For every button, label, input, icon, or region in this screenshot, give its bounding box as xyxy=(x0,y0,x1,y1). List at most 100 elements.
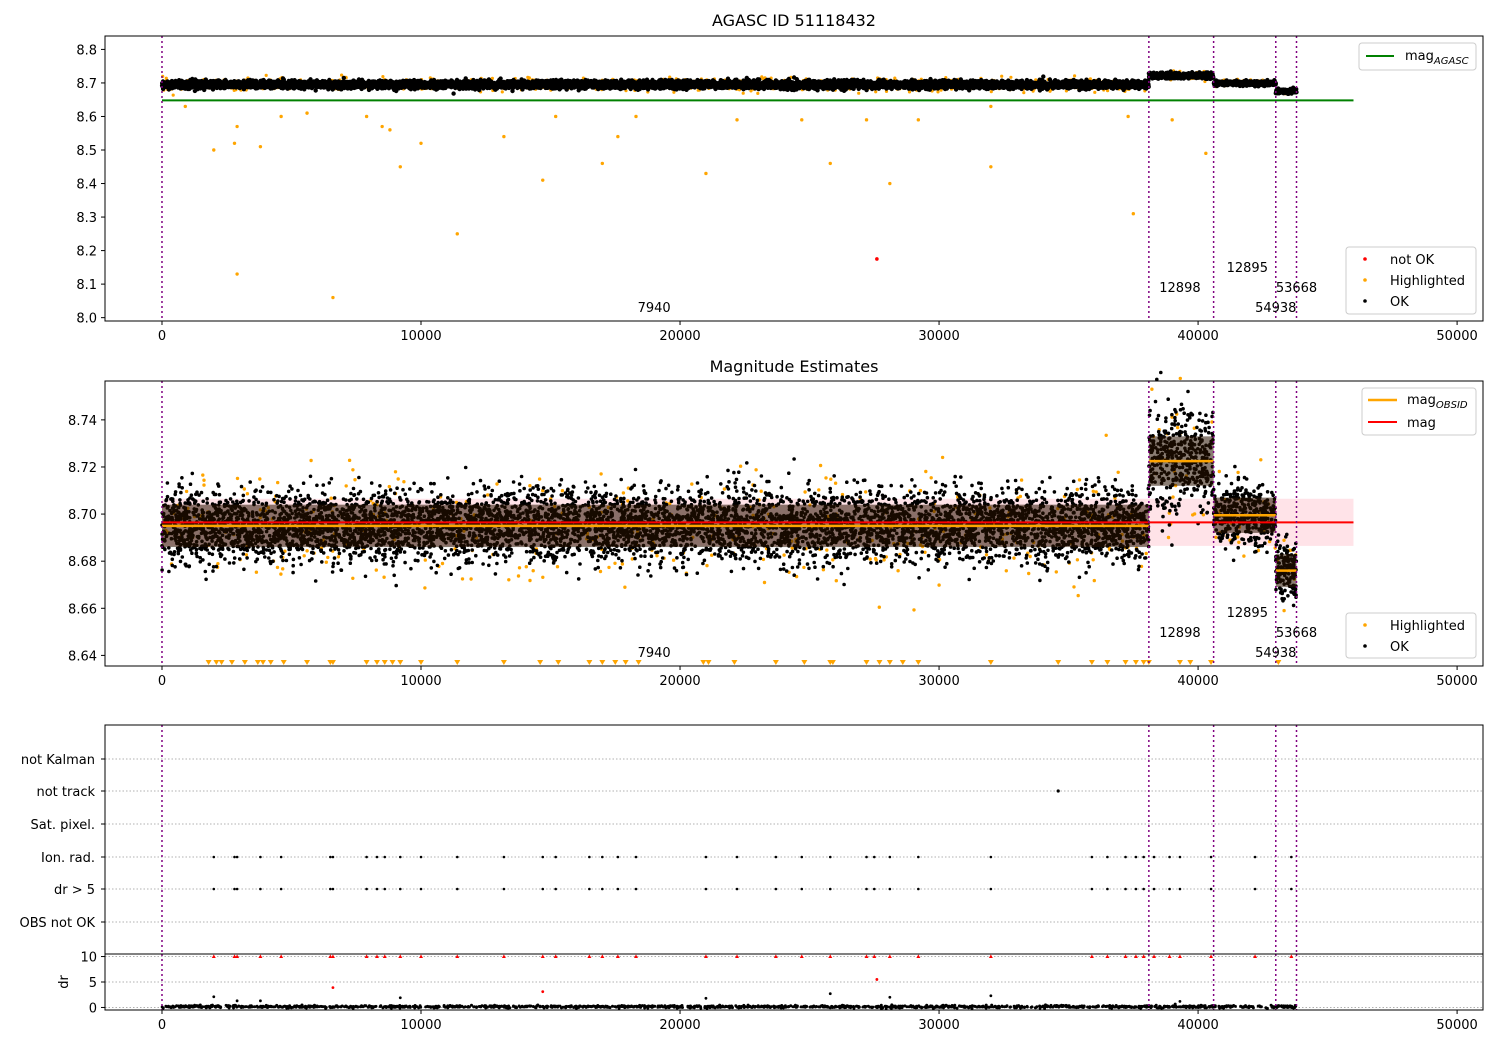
flag-point xyxy=(398,887,402,891)
flag-point-not-track xyxy=(1056,789,1060,793)
clipped-point-marker xyxy=(886,660,893,665)
flag-category-label: dr > 5 xyxy=(54,883,95,898)
flag-category-label: Ion. rad. xyxy=(41,851,95,866)
flag-point xyxy=(588,855,591,859)
legend-marker xyxy=(1363,278,1367,282)
p2-legend-points: Highlighted OK xyxy=(1345,612,1477,659)
flag-point xyxy=(1253,855,1257,859)
highlighted-point xyxy=(800,118,804,122)
clipped-point-marker xyxy=(586,660,593,665)
p1-ytick-label: 8.0 xyxy=(76,312,97,327)
flag-point xyxy=(419,855,423,859)
p1-xtick-label: 10000 xyxy=(400,329,441,344)
legend-label-agasc: magAGASC xyxy=(1405,49,1469,67)
p2-ytick-label: 8.72 xyxy=(68,461,97,476)
dr-clipped-marker xyxy=(232,954,237,959)
flag-point xyxy=(1209,855,1213,859)
p1-xtick-label: 20000 xyxy=(659,329,700,344)
clipped-point-marker xyxy=(801,660,808,665)
flag-point xyxy=(455,855,459,859)
dr-clipped-marker xyxy=(600,954,605,959)
p4-ytick-label: 5 xyxy=(89,976,97,991)
highlighted-point xyxy=(541,178,545,182)
flag-point xyxy=(1178,855,1182,859)
flag-point xyxy=(917,887,920,891)
dr-clipped-marker xyxy=(872,954,877,959)
p1-xtick-label: 40000 xyxy=(1177,329,1218,344)
highlighted-point xyxy=(398,165,402,169)
dr-point xyxy=(828,992,832,996)
dr-clipped-marker xyxy=(1133,954,1138,959)
dr-clipped-marker xyxy=(455,954,460,959)
p2-ytick-label: 8.74 xyxy=(68,414,97,429)
highlighted-point xyxy=(735,118,739,122)
flag-point xyxy=(1152,855,1156,859)
highlighted-point xyxy=(331,295,335,300)
p2-xtick-label: 30000 xyxy=(918,674,959,689)
dr-point xyxy=(888,995,892,999)
clipped-point-marker xyxy=(454,660,461,665)
flag-point xyxy=(888,887,892,891)
flag-point xyxy=(329,887,332,891)
flag-point xyxy=(989,855,993,859)
p1-legend-agasc: magAGASC xyxy=(1358,42,1477,71)
dr-clipped-marker xyxy=(735,954,740,959)
flag-point xyxy=(398,855,402,859)
flag-point xyxy=(634,855,638,859)
dr-clipped-marker xyxy=(1289,954,1294,959)
flag-point xyxy=(259,855,262,859)
flag-point xyxy=(865,887,868,891)
p4-ytick-label: 0 xyxy=(89,1001,97,1016)
highlighted-point xyxy=(634,114,638,119)
p1-axes-frame xyxy=(104,35,1484,322)
legend-box xyxy=(1345,612,1477,659)
dr-clipped-marker xyxy=(235,954,240,959)
flag-point xyxy=(1090,887,1094,891)
clipped-point-marker xyxy=(635,660,642,665)
highlighted-point xyxy=(258,144,263,149)
dr-clipped-marker xyxy=(374,954,379,959)
legend-label: not OK xyxy=(1390,253,1435,268)
clipped-point-marker xyxy=(622,660,629,665)
p2-ytick-label: 8.66 xyxy=(68,602,97,617)
flag-point xyxy=(365,887,368,891)
highlighted-point xyxy=(1126,114,1130,119)
dr-clipped-marker xyxy=(279,954,284,959)
dr-point xyxy=(259,999,262,1003)
clipped-point-marker xyxy=(555,660,562,665)
dr-clipped-marker xyxy=(258,954,263,959)
clipped-point-marker xyxy=(1132,660,1139,665)
highlighted-point xyxy=(1170,118,1174,122)
clipped-point-marker xyxy=(1187,660,1194,665)
flag-point xyxy=(774,887,778,891)
p4-xtick-label: 0 xyxy=(158,1018,166,1033)
p1-xtick-label: 30000 xyxy=(918,329,959,344)
dr-clipped-marker xyxy=(703,954,708,959)
flag-point xyxy=(1290,887,1293,891)
highlighted-point xyxy=(989,104,993,109)
highlighted-point xyxy=(235,124,239,129)
obsid-label: 7940 xyxy=(638,301,671,316)
clipped-point-marker xyxy=(599,660,606,665)
flag-point xyxy=(1142,855,1145,859)
dr-point xyxy=(235,999,239,1003)
magnitude-estimates-panel: 0 10000 20000 30000 40000 50000 8.64 8.66 8.68 8.… xyxy=(68,370,1484,689)
highlighted-point xyxy=(864,118,869,122)
flag-point xyxy=(800,887,804,891)
flag-category-label: not Kalman xyxy=(21,753,95,768)
legend-label: OK xyxy=(1390,295,1409,310)
flags-panel: not Kalman not track Sat. pixel. Ion. rad. d… xyxy=(20,724,1484,955)
obsid-label: 12895 xyxy=(1227,606,1268,621)
flag-point xyxy=(616,855,620,859)
dr-clipped-marker xyxy=(1209,954,1214,959)
flag-point xyxy=(828,887,832,891)
p1-ytick-label: 8.6 xyxy=(76,110,97,125)
agasc-magnitude-panel: 0 10000 20000 30000 40000 50000 8.0 8.1 8.2 8.3 8.… xyxy=(76,35,1484,344)
dr-clipped-marker xyxy=(1152,954,1157,959)
dr-clipped-marker xyxy=(211,954,216,959)
dr-clipped-marker xyxy=(501,954,506,959)
flag-point xyxy=(331,887,335,891)
clipped-point-marker xyxy=(863,660,870,665)
clipped-point-marker xyxy=(267,660,274,665)
flag-point xyxy=(233,887,236,891)
